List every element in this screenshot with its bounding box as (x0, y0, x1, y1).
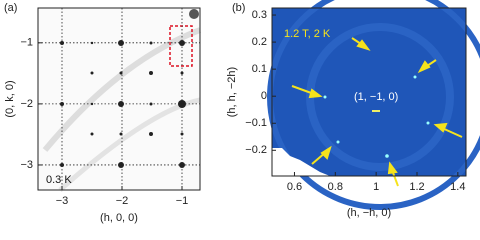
annotation: 0.3 K (46, 174, 72, 186)
y-tick-label: 0 (261, 90, 267, 102)
x-tick-label: 0.6 (287, 181, 302, 193)
y-tick-label: 0.3 (252, 9, 267, 21)
x-tick-label: −3 (56, 195, 69, 207)
panel-label: (b) (232, 2, 245, 14)
x-tick-label: 1 (373, 181, 379, 193)
y-tick-label: −2 (20, 98, 33, 110)
y-tick-label: 0.1 (252, 63, 267, 75)
x-tick-label: −2 (116, 195, 129, 207)
annotation: (1, −1, 0) (354, 91, 398, 103)
diffraction-image-b (267, 0, 480, 210)
panel-label: (a) (4, 2, 17, 14)
y-tick-label: −0.2 (245, 144, 267, 156)
plot-frame (37, 7, 201, 191)
y-tick-label: −3 (20, 159, 33, 171)
x-axis-label: (h, 0, 0) (100, 212, 138, 224)
y-tick-label: 0.2 (252, 36, 267, 48)
x-tick-label: −1 (176, 195, 189, 207)
x-tick-label: 1.2 (409, 181, 424, 193)
annotation: 1.2 T, 2 K (284, 28, 331, 40)
y-axis-label: (h, h, −2h) (226, 67, 238, 117)
figure: −3 −2 −1 −1 −2 −3 (a) (h, 0, 0) (0, k, 0) 0.3 K 0.… (4, 0, 480, 224)
y-tick-label: −1 (20, 37, 33, 49)
x-tick-label: 0.8 (328, 181, 343, 193)
y-tick-label: −0.1 (245, 117, 267, 129)
plot-frame (271, 7, 467, 177)
y-axis-label: (0, k, 0) (4, 80, 16, 117)
x-axis-label: (h, −h, 0) (347, 207, 391, 219)
x-tick-label: 1.4 (450, 181, 465, 193)
diffraction-image-a (38, 8, 202, 192)
